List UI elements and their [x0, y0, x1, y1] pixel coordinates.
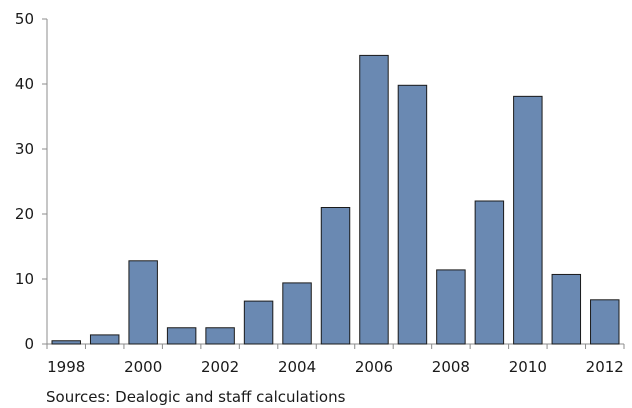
x-tick-label: 2006 — [355, 358, 393, 376]
bars — [51, 54, 620, 345]
y-tick-label: 0 — [24, 335, 34, 353]
x-tick-label: 2002 — [201, 358, 239, 376]
bar — [282, 282, 312, 345]
bar — [590, 299, 620, 345]
x-tick-label: 2004 — [278, 358, 316, 376]
source-note: Sources: Dealogic and staff calculations — [46, 388, 346, 406]
y-tick-label: 20 — [15, 205, 34, 223]
bar — [89, 334, 120, 345]
y-axis: 0 10 20 30 40 50 — [15, 10, 48, 353]
x-tick-label: 1998 — [47, 358, 85, 376]
x-tick-label: 2008 — [432, 358, 470, 376]
y-tick-label: 30 — [15, 140, 34, 158]
bar — [397, 84, 428, 345]
bar — [551, 273, 582, 345]
bar — [320, 207, 351, 345]
y-tick-label: 40 — [15, 75, 34, 93]
x-tick-label: 2010 — [509, 358, 547, 376]
x-tick-label: 2000 — [124, 358, 162, 376]
bar — [128, 260, 158, 345]
x-tick-label: 2012 — [586, 358, 624, 376]
bar — [243, 300, 274, 345]
bar — [205, 327, 235, 345]
bar — [436, 269, 466, 345]
y-tick-label: 10 — [15, 270, 34, 288]
bar — [513, 95, 543, 345]
bar — [359, 54, 389, 345]
bar — [166, 327, 197, 345]
bar — [474, 200, 505, 345]
bar — [51, 340, 81, 345]
y-tick-label: 50 — [15, 10, 34, 28]
x-axis: 1998 2000 2002 2004 2006 2008 2010 2012 — [46, 343, 625, 376]
